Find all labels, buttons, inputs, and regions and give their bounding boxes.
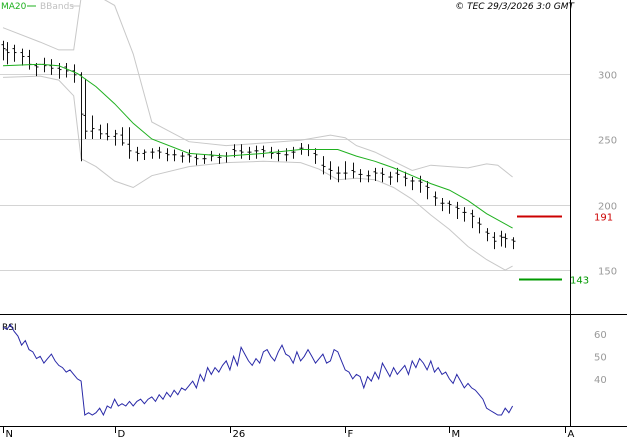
- ohlc-bar: [113, 129, 118, 146]
- ohlc-bar: [157, 146, 162, 159]
- ohlc-bar: [328, 161, 333, 180]
- ohlc-bar: [202, 154, 207, 164]
- ohlc-bar: [180, 152, 185, 163]
- ohlc-bar: [120, 127, 125, 146]
- ohlc-bar: [462, 207, 467, 222]
- ohlc-bar: [172, 149, 177, 162]
- ohlc-bar: [49, 59, 54, 75]
- ohlc-bar: [187, 149, 192, 163]
- ohlc-bar: [64, 63, 69, 78]
- ohlc-bar: [98, 124, 103, 140]
- price-levels: 191 143: [517, 213, 613, 287]
- ohlc-bar: [299, 142, 304, 155]
- rsi-tick-label: 60: [594, 330, 607, 341]
- ohlc-bar: [306, 144, 311, 157]
- legend-ma20-label: MA20: [1, 2, 27, 12]
- resistance-level-label: 191: [594, 213, 613, 224]
- rsi-label: RSI: [2, 323, 17, 333]
- ohlc-bar: [373, 167, 378, 181]
- ohlc-bar: [492, 232, 497, 250]
- ohlc-bar: [254, 145, 259, 159]
- ohlc-bar: [12, 44, 17, 62]
- ohlc-bar: [142, 149, 147, 160]
- price-tick-label: 300: [598, 71, 617, 82]
- x-tick-label: N: [6, 429, 13, 440]
- ohlc-bar: [418, 175, 423, 193]
- ohlc-bar: [135, 146, 140, 162]
- x-tick-label: F: [348, 429, 354, 440]
- rsi-tick-label: 40: [594, 375, 607, 386]
- ohlc-bar: [72, 64, 77, 83]
- ohlc-bar: [165, 148, 170, 162]
- ohlc-bar: [511, 237, 516, 250]
- ohlc-bar: [425, 180, 430, 200]
- x-tick-label: M: [452, 429, 461, 440]
- ohlc-bar: [194, 153, 199, 166]
- rsi-tick-label: 50: [594, 352, 607, 363]
- ohlc-bar: [150, 148, 155, 159]
- ohlc-bars: [1, 40, 516, 250]
- legend-bbands-label: BBands: [40, 2, 74, 12]
- rsi-y-tick-labels: 40 50 60: [594, 330, 607, 386]
- price-tick-label: 150: [598, 267, 617, 278]
- ohlc-bar: [321, 156, 326, 175]
- ohlc-bar: [455, 201, 460, 219]
- bollinger-bands: [2, 0, 513, 271]
- ohlc-bar: [20, 48, 25, 66]
- ohlc-bar: [485, 228, 490, 242]
- ma20-line-group: [2, 63, 513, 229]
- ohlc-bar: [239, 144, 244, 159]
- ohlc-bar: [499, 230, 504, 247]
- x-tick-label: D: [118, 429, 126, 440]
- ohlc-bar: [291, 146, 296, 159]
- ohlc-bar: [351, 162, 356, 179]
- x-tick-label: A: [568, 429, 575, 440]
- x-tick-label: 26: [233, 429, 246, 440]
- ohlc-bar: [447, 200, 452, 214]
- ohlc-bar: [388, 171, 393, 185]
- x-axis-ticks: N D 26 F M A: [3, 426, 575, 440]
- bbands-upper-line: [2, 0, 513, 178]
- rsi-line-group: [2, 323, 514, 417]
- ohlc-bar: [34, 63, 39, 77]
- ohlc-bar: [5, 42, 10, 65]
- price-y-tick-labels: 150 200 250 300: [598, 71, 617, 278]
- ohlc-bar: [224, 152, 229, 163]
- ohlc-bar: [440, 198, 445, 212]
- ohlc-bar: [395, 167, 400, 183]
- copyright-text: © TEC 29/3/2026 3:0 GMT: [455, 2, 575, 12]
- ohlc-bar: [433, 191, 438, 206]
- rsi-line: [2, 323, 514, 417]
- ohlc-bar: [343, 161, 348, 180]
- bbands-lower-line: [2, 75, 513, 271]
- ohlc-bar: [90, 115, 95, 140]
- ohlc-bar: [313, 148, 318, 164]
- ohlc-bar: [105, 123, 110, 141]
- ohlc-bar: [284, 148, 289, 162]
- price-tick-label: 200: [598, 202, 617, 213]
- ohlc-bar: [503, 233, 508, 248]
- ohlc-bar: [477, 217, 482, 234]
- price-tick-label: 250: [598, 136, 617, 147]
- ohlc-bar: [1, 40, 6, 61]
- ohlc-bar: [261, 145, 266, 158]
- ohlc-bar: [209, 150, 214, 162]
- ma20-line: [2, 63, 513, 229]
- ohlc-bar: [358, 169, 363, 183]
- ohlc-bar: [366, 170, 371, 183]
- ohlc-bar: [27, 49, 32, 70]
- ohlc-bar: [380, 167, 385, 183]
- ohlc-bar: [83, 78, 88, 140]
- ohlc-bar: [336, 166, 341, 183]
- ohlc-bar: [127, 127, 132, 159]
- support-level-label: 143: [570, 276, 589, 287]
- ohlc-bar: [403, 171, 408, 187]
- ohlc-bar: [470, 209, 475, 229]
- ohlc-bar: [410, 177, 415, 191]
- ohlc-bar: [247, 146, 252, 160]
